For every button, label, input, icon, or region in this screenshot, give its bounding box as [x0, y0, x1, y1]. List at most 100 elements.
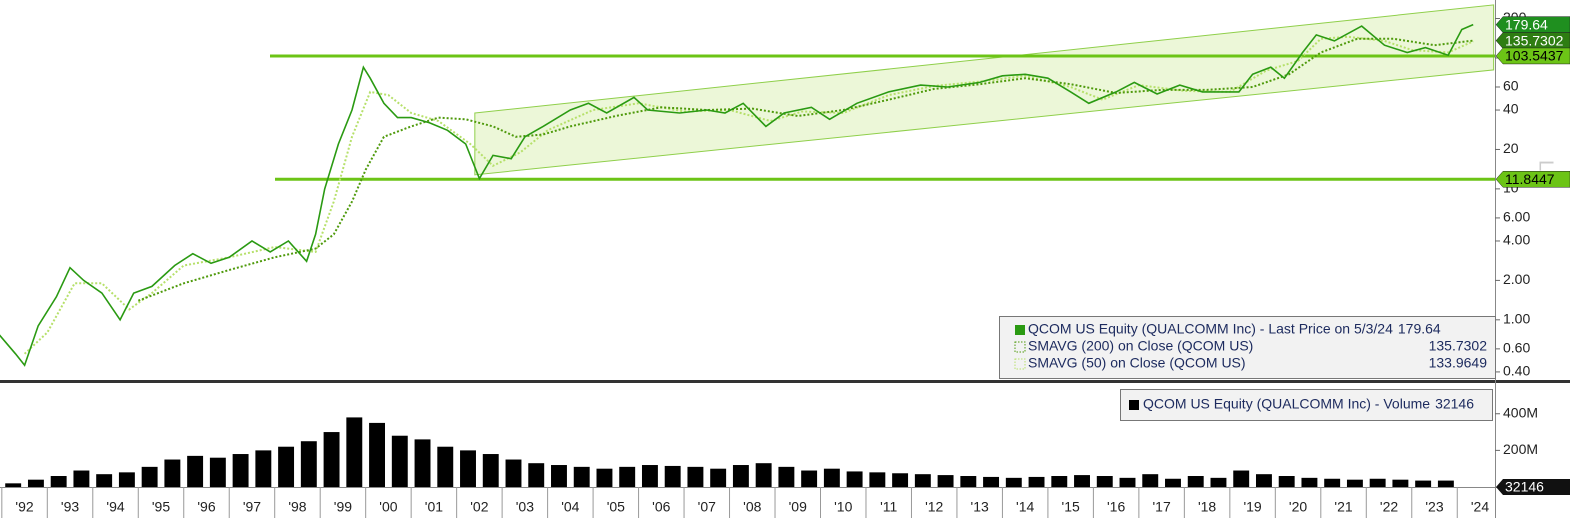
y-tick-label: 2.00 — [1503, 271, 1530, 287]
x-tick-label: '04 — [561, 499, 579, 515]
volume-bar — [1278, 476, 1295, 487]
volume-bar — [1324, 478, 1341, 487]
volume-bar — [573, 466, 590, 487]
x-tick-label: '01 — [425, 499, 443, 515]
y-tick-label: 0.60 — [1503, 340, 1530, 356]
legend-box — [1120, 389, 1493, 421]
volume-bar — [482, 454, 499, 487]
value-flag — [1495, 47, 1570, 65]
volume-bar — [1074, 475, 1090, 487]
value-flag-label: 135.7302 — [1505, 32, 1564, 48]
volume-bar — [869, 472, 886, 487]
legend-swatch — [1129, 400, 1139, 410]
volume-bar — [1255, 474, 1272, 487]
x-tick-label: '15 — [1062, 499, 1080, 515]
volume-bar — [1096, 476, 1113, 487]
x-tick-label: '16 — [1107, 499, 1125, 515]
volume-bar — [27, 479, 44, 487]
volume-bar — [914, 474, 931, 487]
value-flag — [1495, 16, 1570, 33]
volume-bar — [164, 459, 181, 487]
x-tick-label: '07 — [698, 499, 716, 515]
x-tick-label: '19 — [1243, 499, 1261, 515]
volume-bar — [1415, 480, 1432, 487]
volume-bar — [1437, 480, 1454, 487]
volume-bar — [369, 422, 386, 487]
panel-divider — [0, 380, 1570, 383]
volume-bar — [983, 476, 1000, 487]
volume-bar — [323, 432, 340, 487]
volume-bar — [1051, 476, 1068, 487]
x-tick-label: '92 — [15, 499, 33, 515]
volume-bar — [755, 463, 772, 487]
volume-bar — [1165, 478, 1181, 487]
volume-bar — [1369, 478, 1386, 487]
volume-bar — [1346, 479, 1363, 487]
volume-bar — [846, 471, 863, 487]
y-tick-label: 200M — [1503, 441, 1538, 457]
x-tick-label: '11 — [880, 499, 897, 515]
y-tick-label: 40 — [1503, 101, 1519, 117]
legend-label: QCOM US Equity (QUALCOMM Inc) - Last Pri… — [1028, 321, 1393, 337]
x-tick-label: '10 — [834, 499, 852, 515]
volume-bar — [391, 435, 408, 487]
x-tick-label: '99 — [334, 499, 352, 515]
x-tick-label: '14 — [1016, 499, 1034, 515]
x-tick-label: '24 — [1471, 499, 1489, 515]
trend-channel — [474, 4, 1495, 176]
value-flag-label: 32146 — [1505, 479, 1544, 495]
value-flag — [1495, 170, 1570, 188]
volume-bar — [1392, 479, 1409, 487]
plot-marks — [0, 23, 1495, 487]
volume-bar — [232, 454, 249, 487]
volume-bar — [778, 466, 795, 487]
x-tick-label: '08 — [743, 499, 761, 515]
volume-bar — [346, 417, 363, 487]
volume-bar — [801, 470, 818, 487]
x-tick-label: '09 — [789, 499, 807, 515]
y-tick-label: 4.00 — [1503, 232, 1530, 248]
volume-bar — [505, 459, 522, 487]
volume-bar — [823, 468, 840, 487]
x-tick-label: '17 — [1152, 499, 1170, 515]
legend-label: SMAVG (50) on Close (QCOM US) — [1028, 355, 1246, 371]
legend-value: 179.64 — [1398, 321, 1441, 337]
legend-label: QCOM US Equity (QUALCOMM Inc) - Volume — [1143, 396, 1430, 412]
volume-bar — [1210, 477, 1227, 487]
y-tick-label: 60 — [1503, 78, 1519, 94]
volume-bar — [619, 466, 636, 487]
legend-swatch — [1014, 341, 1026, 353]
value-flag-label: 179.64 — [1505, 16, 1548, 32]
volume-bar — [437, 446, 454, 487]
x-tick-label: '21 — [1334, 499, 1352, 515]
volume-bar — [118, 472, 135, 487]
volume-bar — [96, 474, 113, 487]
volume-bar — [710, 468, 727, 487]
series-line — [0, 23, 1474, 367]
volume-bar — [1301, 477, 1318, 487]
value-flag — [1496, 478, 1570, 495]
x-tick-label: '22 — [1380, 499, 1398, 515]
x-tick-label: '12 — [925, 499, 943, 515]
series-line — [137, 37, 1474, 302]
volume-bar — [1142, 474, 1159, 487]
legend-value: 135.7302 — [1429, 338, 1488, 354]
volume-bar — [414, 439, 431, 487]
volume-bar — [528, 463, 545, 487]
legend-label: SMAVG (200) on Close (QCOM US) — [1028, 338, 1253, 354]
volume-bar — [1005, 477, 1022, 487]
volume-bar — [141, 466, 158, 487]
volume-bar — [664, 465, 681, 487]
x-tick-label: '95 — [152, 499, 170, 515]
x-tick-label: '00 — [379, 499, 397, 515]
y-tick-label: 20 — [1503, 140, 1519, 156]
volume-bar — [187, 455, 204, 487]
value-flag-label: 11.8447 — [1505, 171, 1555, 187]
x-tick-label: '20 — [1289, 499, 1307, 515]
volume-bar — [300, 441, 317, 487]
legend: QCOM US Equity (QUALCOMM Inc) - Last Pri… — [999, 316, 1496, 379]
x-tick-label: '93 — [61, 499, 79, 515]
plot-background: 0.400.601.002.004.006.0010204060100200Lo… — [1, 4, 1557, 518]
